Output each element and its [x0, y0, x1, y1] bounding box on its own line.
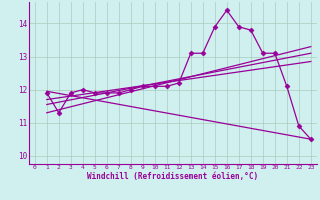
X-axis label: Windchill (Refroidissement éolien,°C): Windchill (Refroidissement éolien,°C)	[87, 172, 258, 181]
